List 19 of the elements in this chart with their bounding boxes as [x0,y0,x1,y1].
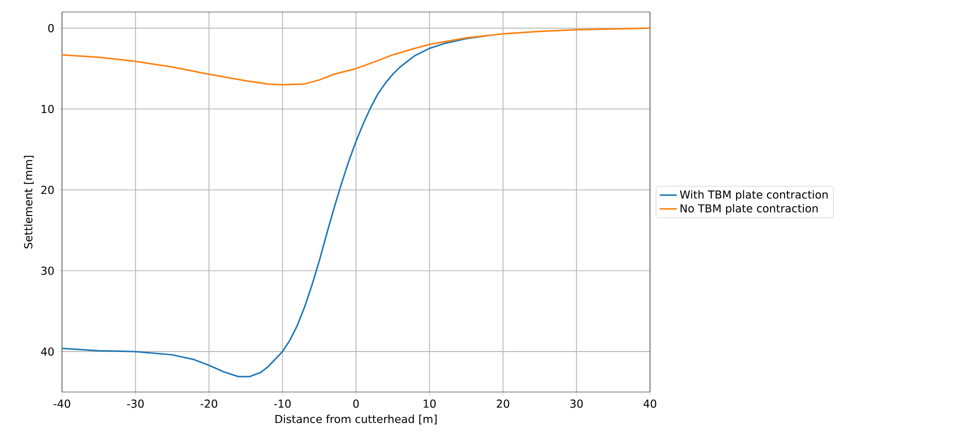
y-tick-label: 20 [41,186,54,194]
y-tick-label: 30 [41,266,54,275]
y-tick-label: 0 [48,24,54,32]
y-tick-label: 10 [42,104,54,114]
x-tick-label: -20 [200,400,218,408]
x-tick-label: 10 [424,400,436,408]
x-tick-label: 40 [644,400,656,408]
legend-label: No TBM plate contraction [680,204,818,215]
legend-label: With TBM plate contraction [680,190,828,201]
line-series [62,27,650,86]
x-tick-label: -10 [274,400,291,408]
x-tick-label: 20 [496,400,510,408]
x-tick-label: 0 [353,400,359,408]
x-axis-title: Distance from cutterhead [m] [276,414,437,424]
x-tick-label: 30 [570,400,583,408]
y-tick-label: 40 [41,347,54,356]
y-axis-title: Settlement [mm] [24,156,34,248]
x-tick-label: -40 [54,400,70,408]
x-tick-label: -30 [127,400,144,408]
